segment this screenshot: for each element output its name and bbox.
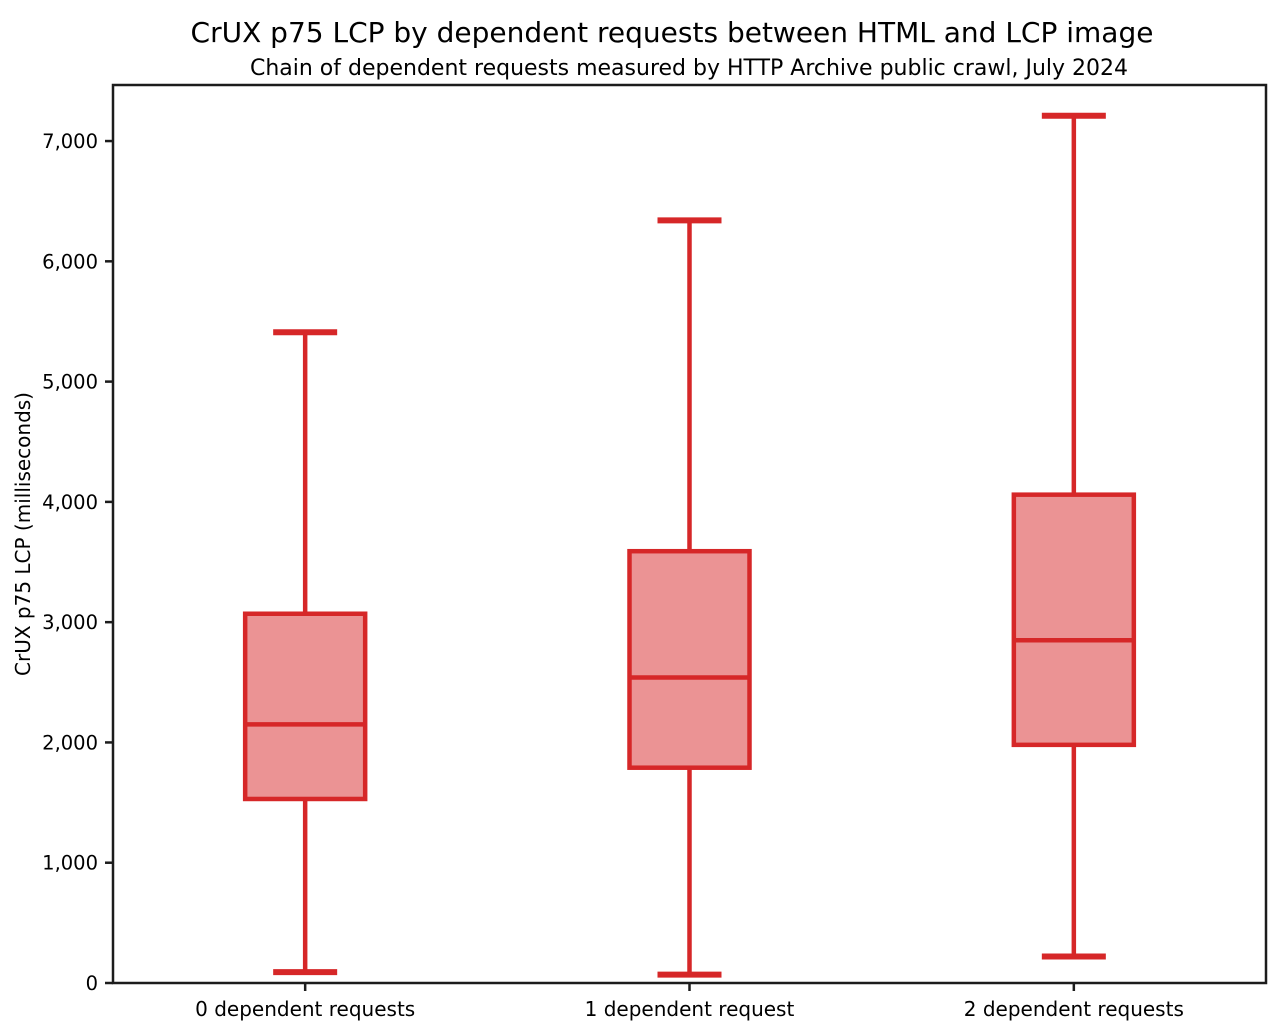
y-axis-label: CrUX p75 LCP (milliseconds) — [11, 392, 35, 676]
x-category-label-2: 2 dependent requests — [964, 997, 1184, 1021]
y-tick-label-3: 3,000 — [42, 611, 98, 634]
y-tick-label-7: 7,000 — [42, 130, 98, 153]
y-tick-label-0: 0 — [86, 972, 98, 995]
box-rect-0 — [242, 611, 368, 802]
y-tick-label-2: 2,000 — [42, 731, 98, 754]
y-tick-label-6: 6,000 — [42, 250, 98, 273]
box-rect-2 — [1011, 492, 1137, 748]
y-tick-label-5: 5,000 — [42, 371, 98, 394]
y-tick-label-1: 1,000 — [42, 852, 98, 875]
chart-subtitle: Chain of dependent requests measured by … — [250, 56, 1128, 81]
plot-area: 0 1,000 2,000 3,000 4,000 5,000 6,000 7,000 0 de… — [11, 83, 1268, 1021]
y-tick-label-4: 4,000 — [42, 491, 98, 514]
x-category-label-0: 0 dependent requests — [195, 997, 415, 1021]
chart-title: CrUX p75 LCP by dependent requests betwe… — [191, 16, 1154, 49]
box-rect-1 — [627, 548, 752, 770]
x-category-label-1: 1 dependent request — [585, 997, 795, 1021]
